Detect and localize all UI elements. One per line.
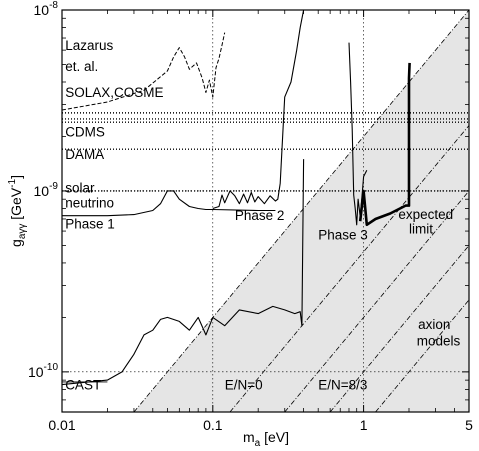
annotation-expected: expected [398,207,453,222]
annotation-models: models [417,333,461,348]
y-tick-label: 10-9 [34,181,59,199]
annotation-limit: limit [409,222,433,237]
annotation-solar: solar [65,181,95,196]
y-axis-label: gaγγ [GeV-1] [7,175,28,247]
series-lazarus-et-al [62,32,226,111]
series-expected-limit [358,62,411,227]
axion-line-axion-models [229,125,469,412]
series-phase-3 [348,42,368,226]
annotation-dama: DAMA [65,147,104,162]
annotation-e-n-0: E/N=0 [225,377,263,392]
annotation-e-n-8-3: E/N=8/3 [318,377,367,392]
annotation-phase-2: Phase 2 [235,208,285,223]
series-phase-2 [212,10,305,210]
plot-frame [61,9,470,413]
annotation-phase-3: Phase 3 [318,227,368,242]
annotation-axion: axion [418,317,450,332]
x-axis-label: ma [eV] [243,429,289,449]
y-tick-label: 10-8 [34,0,59,18]
y-tick-label: 10-10 [28,362,58,380]
series-phase-1 [62,190,276,217]
x-tick-label: 5 [465,417,473,433]
axion-line-4 [375,299,469,412]
axion-line-3 [329,245,469,412]
annotation-solax-cosme: SOLAX,COSME [65,85,163,100]
series-cast [62,159,305,386]
annotation-lazarus: Lazarus [65,38,113,53]
axion-line-e-n-0 [133,10,469,412]
annotation-cast: CAST [65,377,101,392]
x-tick-label: 1 [360,417,368,433]
annotation-et-al: et. al. [65,59,98,74]
axion-line-e-n-8-3 [284,190,469,412]
x-tick-label: 0.1 [203,417,223,433]
annotation-cdms: CDMS [65,124,105,139]
x-tick-label: 0.01 [48,417,75,433]
annotation-neutrino: neutrino [65,195,114,210]
annotation-phase-1: Phase 1 [65,216,115,231]
